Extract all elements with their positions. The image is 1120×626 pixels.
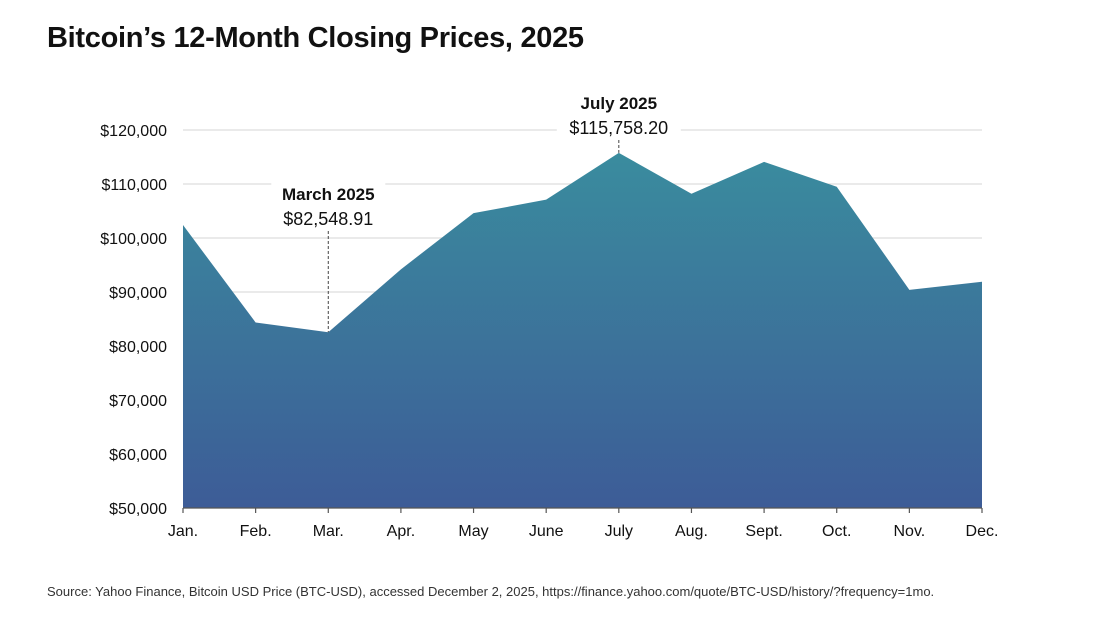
chart-title: Bitcoin’s 12-Month Closing Prices, 2025 (47, 22, 584, 54)
axes: $50,000 $60,000 $70,000 $80,000 $90,000 $100,… (100, 123, 998, 540)
x-tick-label: July (605, 523, 633, 540)
x-tick-label: Aug. (675, 523, 708, 540)
annotations: March 2025 $82,548.91 July 2025 $115,758.20 (271, 91, 681, 333)
x-tick-label: Nov. (894, 523, 926, 540)
x-tick-label: Sept. (745, 523, 782, 540)
y-tick-label: $110,000 (101, 177, 167, 194)
x-tick-label: Dec. (966, 523, 999, 540)
y-tick-label: $100,000 (100, 231, 167, 248)
y-tick-label: $50,000 (109, 501, 167, 518)
x-tick-label: June (529, 523, 564, 540)
annotation-label: March 2025 (282, 185, 375, 204)
annotation-value: $115,758.20 (569, 118, 668, 138)
y-tick-label: $70,000 (109, 393, 167, 410)
x-tick-label: Apr. (387, 523, 415, 540)
x-tick-label: Jan. (168, 523, 198, 540)
annotation-backing (271, 182, 386, 233)
x-tick-label: Feb. (240, 523, 272, 540)
annotation-backing (556, 91, 681, 142)
annotation-value: $82,548.91 (283, 209, 373, 229)
price-area (183, 152, 982, 509)
y-tick-label: $120,000 (100, 123, 167, 140)
x-tick-label: Mar. (313, 523, 344, 540)
annotation-label: July 2025 (581, 94, 658, 113)
x-tick-label: Oct. (822, 523, 851, 540)
y-tick-label: $60,000 (109, 447, 167, 464)
y-tick-label: $90,000 (109, 285, 167, 302)
y-tick-label: $80,000 (109, 339, 167, 356)
area-series (183, 152, 982, 509)
x-tick-label: May (458, 523, 488, 540)
source-note: Source: Yahoo Finance, Bitcoin USD Price… (47, 584, 935, 599)
